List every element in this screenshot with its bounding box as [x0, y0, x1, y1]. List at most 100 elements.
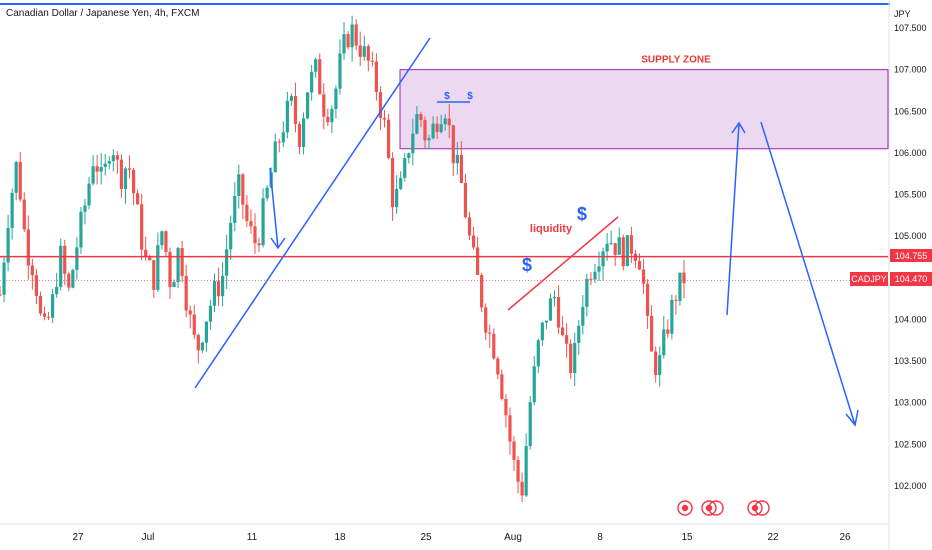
candle-body — [455, 154, 459, 164]
candle-body — [156, 245, 160, 290]
small-arrow[interactable] — [269, 167, 279, 249]
candle-body — [342, 34, 346, 54]
x-tick-label: Aug — [504, 532, 522, 543]
candle-body — [67, 273, 71, 288]
y-tick-label: 104.000 — [894, 314, 927, 324]
candle-body — [314, 59, 318, 72]
y-tick-label: 106.500 — [894, 106, 927, 116]
candle-body — [301, 118, 306, 147]
candle-body — [87, 183, 91, 206]
projection-down-arrow[interactable] — [760, 121, 856, 426]
candle-body — [241, 174, 245, 205]
candle-body — [597, 266, 601, 272]
candle-body — [245, 204, 249, 222]
candle-body — [346, 34, 350, 48]
event-icon — [708, 500, 724, 516]
candle-body — [678, 272, 682, 301]
candle-body — [176, 248, 180, 282]
candle-body — [427, 138, 431, 141]
candle-body — [362, 46, 366, 57]
candle-body — [403, 158, 407, 178]
x-tick-label: 25 — [420, 532, 432, 543]
candle-body — [431, 123, 435, 139]
candle-body — [560, 327, 565, 336]
drawings: $ $ $ $ liquidity — [194, 37, 859, 427]
candle-body — [577, 325, 581, 344]
candle-body — [625, 235, 629, 267]
candle-body — [451, 125, 455, 164]
event-icon — [701, 500, 717, 516]
arrow-head — [845, 409, 859, 427]
x-tick-label: 22 — [767, 532, 779, 543]
candle-body — [2, 262, 6, 295]
candle-body — [358, 45, 362, 57]
candle-body — [115, 155, 119, 160]
projection-up-arrow[interactable] — [726, 122, 740, 316]
candle-body — [26, 229, 30, 266]
candle-body — [565, 335, 569, 344]
candle-body — [212, 281, 217, 306]
candle-body — [71, 269, 75, 288]
candle-body — [488, 332, 492, 334]
candle-body — [524, 446, 528, 496]
x-tick-label: 15 — [681, 532, 693, 543]
candle-body — [261, 198, 265, 246]
candle-body — [152, 260, 156, 290]
symbol-badge — [850, 272, 888, 286]
candle-body — [508, 415, 512, 442]
candle-body — [613, 243, 617, 255]
candle-body — [674, 299, 678, 301]
candle-body — [374, 61, 379, 93]
candle-body — [520, 481, 524, 496]
candle-body — [666, 329, 670, 334]
candle-body — [492, 333, 496, 359]
candle-body — [382, 117, 387, 120]
candle-body — [480, 274, 484, 308]
candle-body — [536, 340, 540, 367]
candle-body — [131, 169, 136, 194]
liquidity-line[interactable] — [507, 216, 619, 311]
candle-body — [395, 188, 399, 208]
candle-body — [148, 257, 152, 261]
y-tick-label: 106.000 — [894, 148, 927, 158]
supply-zone-label: SUPPLY ZONE — [641, 55, 711, 66]
dollar-sign: $ — [467, 91, 473, 102]
events-icons[interactable] — [677, 500, 770, 516]
candle-body — [55, 286, 59, 295]
candle-body — [516, 459, 520, 482]
event-icon — [677, 500, 693, 516]
candle-body — [419, 114, 423, 121]
candle-body — [354, 24, 358, 46]
candle-body — [310, 71, 314, 93]
candle-body — [581, 306, 585, 326]
candle-body — [654, 351, 658, 375]
candle-body — [447, 118, 451, 126]
y-tick-label: 103.000 — [894, 398, 927, 408]
candle-body — [585, 278, 589, 307]
candle-body — [415, 114, 419, 134]
x-tick-label: 26 — [839, 532, 851, 543]
candle-body — [99, 167, 103, 172]
candle-body — [399, 177, 403, 189]
candle-body — [293, 96, 298, 124]
candle-body — [528, 402, 532, 447]
candle-body — [22, 199, 26, 230]
trend-line[interactable] — [194, 37, 431, 389]
candle-body — [285, 100, 289, 133]
candle-body — [552, 297, 557, 299]
x-tick-label: 8 — [597, 532, 603, 543]
candle-body — [249, 221, 253, 227]
candle-body — [540, 322, 544, 341]
candle-body — [127, 168, 132, 170]
candle-body — [512, 441, 516, 460]
candle-body — [75, 247, 79, 270]
liquidity-label: liquidity — [530, 223, 573, 235]
candle-body — [658, 355, 662, 375]
candle-body — [305, 92, 310, 119]
level-price-label: 104.755 — [895, 251, 928, 261]
candle-body — [589, 278, 593, 280]
candle-body — [532, 366, 536, 403]
candle-body — [51, 294, 55, 318]
candle-body — [443, 118, 447, 125]
